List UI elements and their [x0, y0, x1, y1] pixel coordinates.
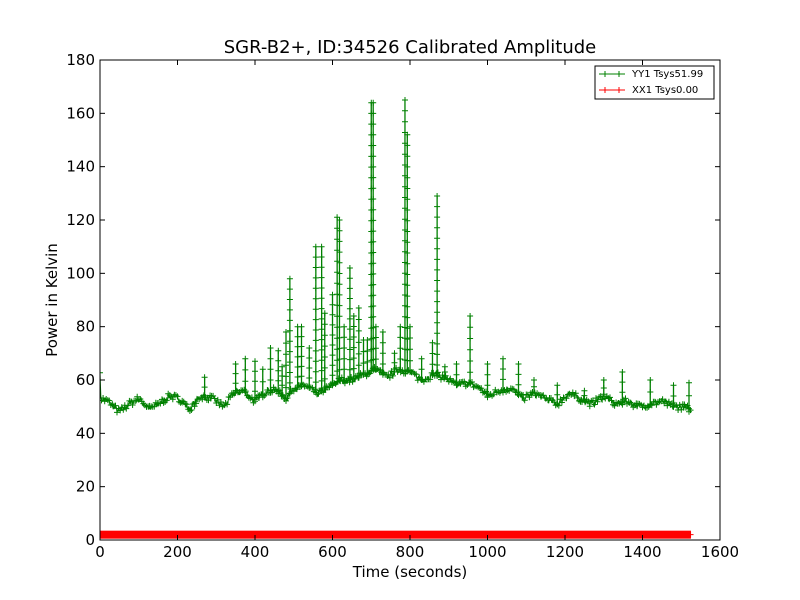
series-yy1-spike-markers [355, 305, 362, 380]
series-yy1-spike-markers [286, 275, 293, 397]
y-tick-label: 0 [85, 531, 95, 549]
plot-frame [99, 59, 721, 541]
y-tick-label: 80 [76, 318, 95, 336]
series-yy1-spike-markers [350, 313, 357, 383]
series-yy1-spike-markers [341, 323, 348, 383]
series-yy1-spike-markers [670, 382, 677, 410]
series-yy1-spike-markers [329, 291, 336, 389]
series-yy1-spike-markers [232, 361, 239, 396]
series-yy1-spike-markers [306, 345, 313, 391]
series-yy1-spike-markers [391, 350, 398, 375]
series-yy1-spike-markers [259, 366, 266, 398]
series-yy1-spike-markers [279, 363, 286, 398]
y-axis-title: Power in Kelvin [43, 243, 61, 357]
legend-label-xx1: XX1 Tsys0.00 [632, 85, 698, 96]
legend-label-yy1: YY1 Tsys51.99 [631, 69, 703, 80]
series-yy1-spike-markers [515, 361, 522, 399]
series-yy1-spike-markers [600, 377, 607, 399]
series-yy1-spike-markers [467, 313, 474, 387]
series-yy1-spike-markers [397, 323, 404, 373]
series-yy1-spike-markers [441, 363, 448, 381]
plot-series-group [100, 97, 694, 539]
series-yy1-spike-markers [318, 243, 325, 395]
y-tick-label: 60 [76, 371, 95, 389]
y-tick-label: 180 [66, 51, 95, 69]
legend-marker-yy1 [602, 71, 622, 77]
x-tick-label: 1200 [546, 543, 584, 561]
series-yy1-spike-markers [283, 329, 289, 402]
plot-area [100, 97, 694, 539]
series-yy1-spike-markers [364, 337, 371, 376]
legend-entry-yy1: YY1 Tsys51.99 [599, 69, 703, 80]
y-tick-label: 120 [66, 211, 95, 229]
series-yy1-spike-markers [294, 323, 301, 391]
series-yy1-spike-markers [379, 329, 386, 378]
series-yy1-spike-markers [321, 310, 328, 393]
series-yy1-spike-markers [346, 265, 353, 383]
series-yy1-spike-markers [531, 377, 537, 397]
y-tick-label: 20 [76, 478, 95, 496]
series-yy1-spike-markers [201, 374, 208, 400]
series-yy1-spike-markers [484, 361, 491, 399]
series-yy1-spike-markers [581, 387, 588, 404]
series-yy1-spike-markers [252, 358, 258, 405]
series-yy1-spike-markers [372, 323, 379, 373]
series-yy1-spike-markers [298, 323, 305, 390]
series-yy1-spike-markers [312, 243, 319, 396]
series-yy1-spike-markers [429, 339, 436, 378]
x-tick-label: 800 [396, 543, 425, 561]
legend: YY1 Tsys51.99 XX1 Tsys0.00 [594, 65, 715, 100]
series-yy1 [100, 97, 694, 416]
series-yy1-spike-markers [275, 347, 282, 394]
series-yy1-spike-markers [686, 379, 692, 412]
series-yy1-spike-markers [242, 355, 249, 396]
series-yy1-spike-markers [402, 97, 408, 374]
x-tick-label: 600 [318, 543, 347, 561]
series-yy1-spike-markers [407, 323, 413, 375]
series-yy1-spike-markers [619, 369, 626, 406]
series-yy1-spike-markers [336, 217, 343, 384]
series-yy1-spike-markers [418, 355, 425, 383]
series-yy1-spike-markers [554, 382, 561, 407]
series-yy1-spike-markers [360, 337, 367, 378]
chart-title: SGR-B2+, ID:34526 Calibrated Amplitude [224, 37, 597, 58]
series-yy1-spike-markers [500, 355, 506, 393]
y-tick-label: 160 [66, 104, 95, 122]
x-tick-label: 200 [163, 543, 192, 561]
x-tick-label: 0 [95, 543, 105, 561]
series-yy1-spike-markers [647, 377, 654, 407]
series-xx1-markers [100, 531, 694, 538]
legend-entry-xx1: XX1 Tsys0.00 [599, 85, 698, 96]
legend-box [594, 65, 715, 100]
x-axis-title: Time (seconds) [352, 563, 468, 581]
x-tick-label: 1600 [701, 543, 739, 561]
series-yy1-spike-markers [267, 345, 274, 394]
series-xx1 [100, 530, 694, 539]
y-tick-label: 140 [66, 158, 95, 176]
legend-marker-xx1 [602, 87, 622, 93]
series-yy1-spike-markers [453, 361, 460, 389]
x-tick-label: 400 [241, 543, 270, 561]
x-tick-label: 1400 [623, 543, 661, 561]
y-tick-label: 100 [66, 264, 95, 282]
series-yy1-spike-markers [404, 131, 411, 375]
y-tick-label: 40 [76, 424, 95, 442]
x-tick-label: 1000 [468, 543, 506, 561]
series-yy1-spike-markers [434, 193, 441, 379]
axes-ticks: 0 200 400 600 800 1000 1200 1400 1600 0 20 40 60 80 10… [66, 51, 739, 561]
